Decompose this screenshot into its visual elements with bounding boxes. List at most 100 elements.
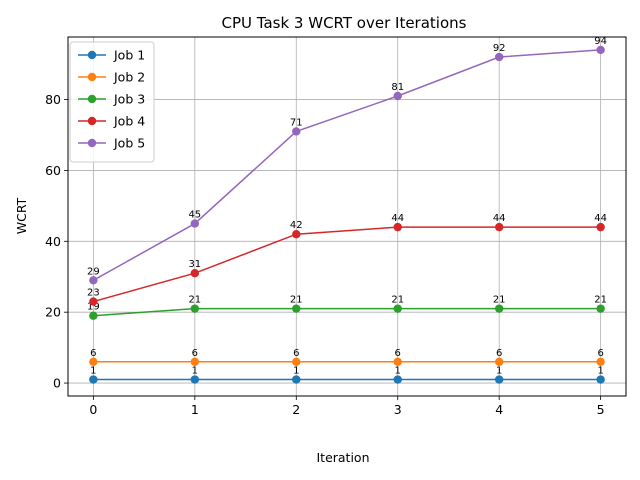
legend-item: Job 3 xyxy=(78,92,145,107)
data-point xyxy=(494,357,504,367)
data-label: 21 xyxy=(290,295,303,306)
data-point xyxy=(89,311,98,320)
data-point xyxy=(292,375,301,384)
series-job-1: 1 1 1 1 1 1 xyxy=(89,366,605,384)
data-label: 1 xyxy=(496,366,502,377)
data-label: 71 xyxy=(290,117,303,128)
data-point xyxy=(494,52,504,62)
legend-marker xyxy=(87,94,97,104)
legend-item: Job 4 xyxy=(78,114,145,129)
data-label: 19 xyxy=(87,302,100,313)
legend-label: Job 1 xyxy=(113,48,145,63)
data-point xyxy=(292,230,301,239)
data-point xyxy=(89,276,98,285)
data-point xyxy=(393,91,402,101)
series-line xyxy=(92,49,601,281)
legend-box xyxy=(69,41,155,163)
data-label: 1 xyxy=(293,366,299,377)
data-label: 81 xyxy=(391,82,404,93)
legend-item: Job 1 xyxy=(78,48,145,63)
y-tick-label: 0 xyxy=(53,376,61,391)
legend-item: Job 5 xyxy=(78,136,145,151)
legend-marker xyxy=(87,116,97,126)
data-label: 23 xyxy=(87,288,100,299)
legend-marker xyxy=(87,138,97,148)
y-tick-label: 80 xyxy=(45,92,61,107)
data-point xyxy=(190,304,200,313)
series-job-5: 29 45 71 81 92 94 xyxy=(87,36,607,285)
data-label: 1 xyxy=(597,366,603,377)
data-point xyxy=(393,304,402,313)
y-tick-label: 40 xyxy=(45,234,61,249)
legend-label: Job 3 xyxy=(113,92,145,107)
data-point xyxy=(393,357,402,367)
grid-lines xyxy=(68,37,626,396)
data-point xyxy=(190,219,200,228)
data-label: 44 xyxy=(493,213,506,224)
data-point xyxy=(190,269,200,278)
legend-label: Job 5 xyxy=(113,136,145,151)
data-label: 6 xyxy=(395,348,401,359)
data-point xyxy=(494,375,504,384)
data-label: 6 xyxy=(293,348,299,359)
x-tick-label: 1 xyxy=(191,402,199,417)
x-tick-label: 2 xyxy=(292,402,300,417)
x-tick-label: 5 xyxy=(597,402,605,417)
data-point xyxy=(89,357,98,367)
data-point xyxy=(393,375,402,384)
data-label: 6 xyxy=(90,348,96,359)
series-line xyxy=(93,226,601,303)
data-point xyxy=(89,297,98,306)
data-label: 94 xyxy=(594,36,607,47)
data-label: 1 xyxy=(192,366,198,377)
data-label: 1 xyxy=(90,366,96,377)
data-point xyxy=(494,304,504,313)
data-label: 92 xyxy=(493,43,506,54)
y-tick-label: 60 xyxy=(45,163,61,178)
x-tick-label: 4 xyxy=(495,402,503,417)
legend-label: Job 2 xyxy=(113,70,145,85)
data-point xyxy=(596,222,605,232)
data-label: 44 xyxy=(391,213,404,224)
data-label: 6 xyxy=(192,348,198,359)
x-tick-label: 3 xyxy=(394,402,402,417)
data-label: 45 xyxy=(188,210,201,221)
data-point xyxy=(494,222,504,232)
data-point xyxy=(596,304,605,313)
data-label: 29 xyxy=(87,266,100,277)
plot-frame xyxy=(67,36,627,397)
legend-marker xyxy=(87,72,97,82)
data-point xyxy=(393,222,402,232)
x-axis-label: Iteration xyxy=(316,450,369,465)
data-point xyxy=(596,45,605,55)
legend-label: Job 4 xyxy=(113,114,145,129)
legend-item: Job 2 xyxy=(78,70,145,85)
data-point xyxy=(89,375,98,384)
series-job-2: 6 6 6 6 6 6 xyxy=(89,348,605,367)
data-point xyxy=(292,127,301,136)
series-job-4: 23 31 42 44 44 44 xyxy=(87,213,607,306)
data-point xyxy=(596,357,605,367)
data-label: 6 xyxy=(496,348,502,359)
data-label: 21 xyxy=(391,295,404,306)
data-point xyxy=(190,357,200,367)
data-label: 1 xyxy=(395,366,401,377)
data-label: 21 xyxy=(493,295,506,306)
x-tick-label: 0 xyxy=(89,402,97,417)
data-point xyxy=(190,375,200,384)
data-label: 6 xyxy=(597,348,603,359)
series-job-3: 19 21 21 21 21 21 xyxy=(87,295,607,320)
series-lines: 1 1 1 1 1 1 6 6 6 6 6 6 19 21 21 21 21 21 23 31 42 44 44 44 29 45… xyxy=(87,36,607,384)
data-label: 21 xyxy=(188,295,201,306)
y-tick-label: 20 xyxy=(45,305,61,320)
series-line xyxy=(93,307,601,317)
y-axis-label: WCRT xyxy=(14,197,29,234)
data-label: 21 xyxy=(594,295,607,306)
data-label: 44 xyxy=(594,213,607,224)
data-point xyxy=(292,304,301,313)
legend: Job 1 Job 2 Job 3 Job 4 Job 5 xyxy=(69,41,155,163)
data-label: 31 xyxy=(188,259,201,270)
